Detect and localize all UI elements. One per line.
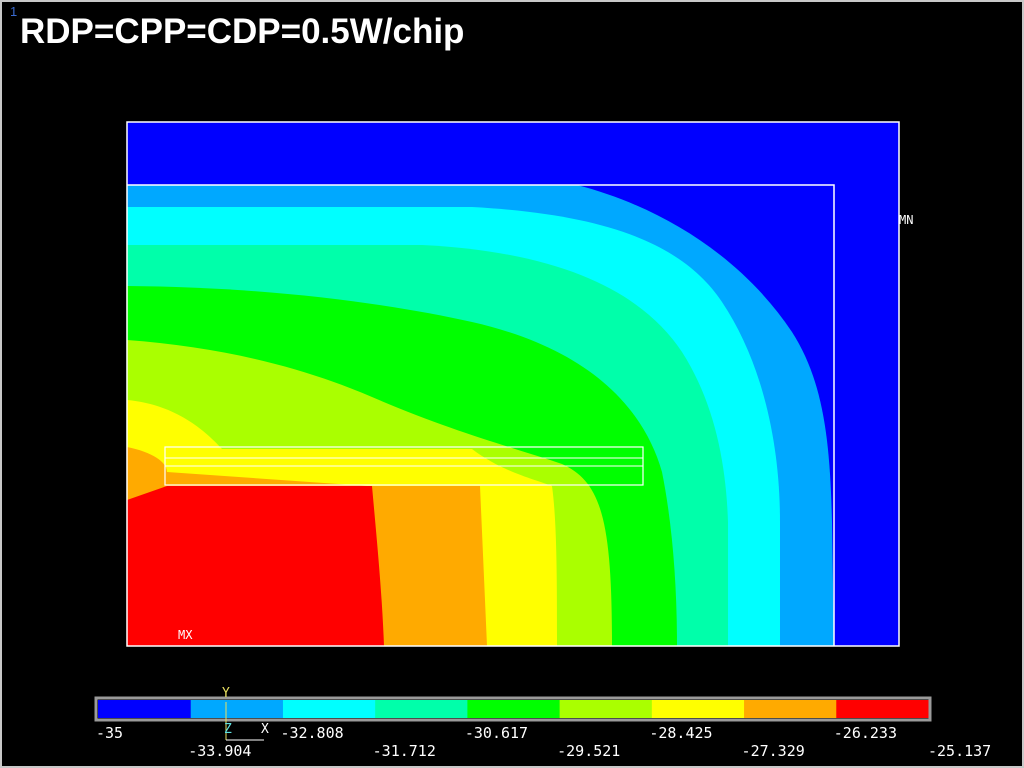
legend-label-bottom: -27.329 <box>741 742 805 760</box>
legend-label-top: -26.233 <box>833 724 897 742</box>
legend-label-top: -35 <box>96 724 124 742</box>
triad-z-label: Z <box>224 722 232 737</box>
legend-colorbar <box>94 696 932 722</box>
legend-band-3 <box>282 700 376 718</box>
legend-label-bottom: -25.137 <box>928 742 992 760</box>
min-marker: MN <box>899 213 914 227</box>
legend-band-2 <box>190 700 283 718</box>
triad-x-label: X <box>261 722 269 737</box>
legend-band-9 <box>835 700 929 718</box>
plot-title: RDP=CPP=CDP=0.5W/chip <box>20 12 465 51</box>
legend-label-top: -30.617 <box>464 724 529 742</box>
legend-label-bottom: -33.904 <box>188 742 252 760</box>
triad-y-label: Y <box>222 686 230 701</box>
legend-band-4 <box>374 700 468 718</box>
contour-band-9 <box>127 486 384 646</box>
window-number: 1 <box>10 4 18 19</box>
legend-band-5 <box>466 700 560 718</box>
legend-label-bottom: -31.712 <box>372 742 436 760</box>
legend-band-1 <box>98 700 191 718</box>
legend-band-7 <box>651 700 745 718</box>
legend-label-top: -32.808 <box>280 724 344 742</box>
inner-boundary <box>127 184 835 646</box>
max-marker: MX <box>178 628 193 642</box>
legend-band-8 <box>743 700 837 718</box>
outer-boundary <box>126 121 900 647</box>
legend-band-6 <box>559 700 652 718</box>
legend-label-top: -28.425 <box>649 724 713 742</box>
legend-label-bottom: -29.521 <box>557 742 621 760</box>
legend-frame <box>94 696 932 722</box>
